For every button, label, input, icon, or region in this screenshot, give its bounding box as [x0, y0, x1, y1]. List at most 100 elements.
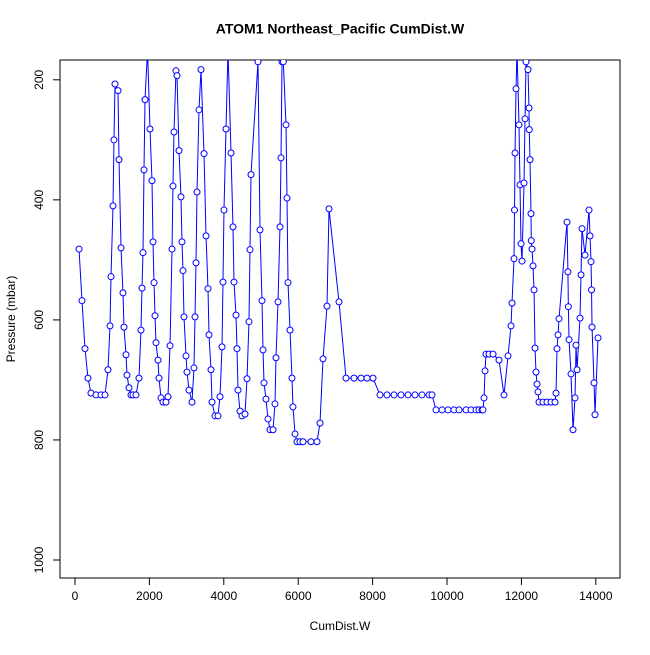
data-point [164, 393, 172, 401]
data-point [532, 368, 540, 376]
data-point [518, 257, 526, 265]
data-point [588, 323, 596, 331]
data-point [101, 391, 109, 399]
data-point [138, 284, 146, 292]
data-point [480, 394, 488, 402]
data-point [81, 345, 89, 353]
data-point [291, 430, 299, 438]
data-point [585, 206, 593, 214]
data-point [286, 326, 294, 334]
data-point [567, 370, 575, 378]
data-point [563, 218, 571, 226]
data-point [514, 47, 520, 53]
data-point [526, 156, 534, 164]
data-point [576, 314, 584, 322]
data-point [428, 391, 436, 399]
data-point [123, 371, 131, 379]
data-point [527, 210, 535, 218]
data-point [139, 249, 147, 257]
data-point [397, 391, 405, 399]
data-point [205, 331, 213, 339]
data-point [418, 391, 426, 399]
data-point [254, 60, 262, 66]
data-point [178, 238, 186, 246]
data-point [204, 285, 212, 293]
data-point [551, 398, 559, 406]
data-point [319, 355, 327, 363]
data-point [175, 147, 183, 155]
data-point [590, 379, 598, 387]
data-point [274, 298, 282, 306]
x-tick-label: 14000 [579, 589, 613, 603]
data-point [229, 223, 237, 231]
data-point [455, 406, 463, 414]
data-point [120, 323, 128, 331]
plot-area [75, 47, 602, 446]
data-point [190, 364, 198, 372]
data-point [168, 245, 176, 253]
data-point [183, 368, 191, 376]
data-point [117, 244, 125, 252]
data-point [342, 374, 350, 382]
data-point [230, 278, 238, 286]
data-point [195, 106, 203, 114]
data-point [246, 246, 254, 254]
x-tick-label: 2000 [136, 589, 163, 603]
data-point [192, 259, 200, 267]
data-point [233, 345, 241, 353]
data-point [148, 177, 156, 185]
data-point [594, 334, 602, 342]
data-point [276, 223, 284, 231]
data-point [350, 374, 358, 382]
data-point [569, 426, 577, 434]
data-point [179, 267, 187, 275]
data-point [110, 136, 118, 144]
data-point [140, 166, 148, 174]
data-point [155, 374, 163, 382]
data-point [284, 279, 292, 287]
data-point [173, 72, 181, 80]
data-point [525, 104, 533, 112]
data-point [166, 342, 174, 350]
data-point [169, 182, 177, 190]
data-point [149, 238, 157, 246]
data-point [191, 313, 199, 321]
data-point [269, 426, 277, 434]
data-point [586, 232, 594, 240]
data-point [227, 149, 235, 157]
data-point [369, 374, 377, 382]
data-point [524, 66, 532, 74]
data-point [530, 286, 538, 294]
data-point [577, 271, 585, 279]
data-point [508, 299, 516, 307]
data-point [258, 297, 266, 305]
data-point [533, 380, 541, 388]
data-point [84, 374, 92, 382]
data-point [208, 398, 216, 406]
x-tick-label: 8000 [359, 589, 386, 603]
data-point [531, 344, 539, 352]
data-point [283, 194, 291, 202]
data-point [316, 419, 324, 427]
data-point [512, 85, 520, 93]
data-point [154, 356, 162, 364]
data-point [220, 206, 228, 214]
data-point [323, 302, 331, 310]
data-point [432, 406, 440, 414]
x-tick-label: 0 [72, 589, 79, 603]
data-point [572, 341, 580, 349]
data-point [554, 331, 562, 339]
data-point [528, 245, 536, 253]
data-point [511, 206, 519, 214]
data-point [521, 115, 529, 123]
data-point [504, 352, 512, 360]
data-point [182, 352, 190, 360]
data-point [146, 125, 154, 133]
data-point [109, 202, 117, 210]
data-point [272, 354, 280, 362]
data-point [553, 345, 561, 353]
data-point [588, 286, 596, 294]
data-point [111, 80, 119, 88]
data-point [587, 258, 595, 266]
